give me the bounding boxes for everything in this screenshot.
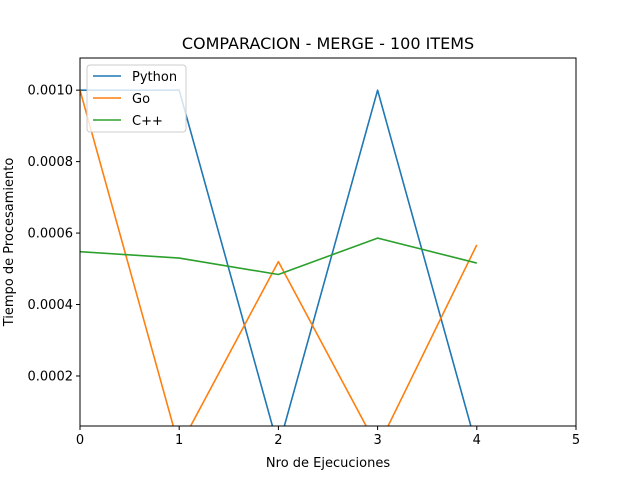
plot-frame (79, 57, 577, 427)
series-line-go (80, 89, 478, 426)
legend: Python Go C++ (86, 64, 187, 133)
series-line-cplus (80, 237, 477, 276)
legend-label: Python (132, 70, 177, 85)
y-tick-label: 0.0006 (28, 227, 74, 242)
y-tick-label: 0.0002 (28, 369, 74, 384)
y-tick-label: 0.0004 (28, 298, 74, 313)
legend-box (86, 64, 187, 133)
x-tick-label: 1 (175, 433, 183, 448)
y-axis-label: Tiempo de Procesamiento (2, 158, 17, 328)
x-tick-label: 3 (373, 433, 381, 448)
y-tick-label: 0.0010 (28, 84, 74, 99)
x-axis-label: Nro de Ejecuciones (266, 456, 390, 471)
x-tick-label: 0 (76, 433, 84, 448)
chart-title: COMPARACION - MERGE - 100 ITEMS (182, 34, 474, 53)
x-tick-label: 4 (473, 433, 481, 448)
legend-label: C++ (132, 114, 163, 129)
y-tick-label: 0.0008 (28, 155, 74, 170)
y-axis: 0.0002 0.0004 0.0006 0.0008 0.0010 (28, 84, 80, 384)
x-tick-label: 2 (274, 433, 282, 448)
x-axis: 0 1 2 3 4 5 (76, 426, 580, 448)
legend-label: Go (132, 92, 150, 107)
x-tick-label: 5 (572, 433, 580, 448)
series-layer (80, 89, 478, 426)
series-line-python (80, 89, 472, 426)
